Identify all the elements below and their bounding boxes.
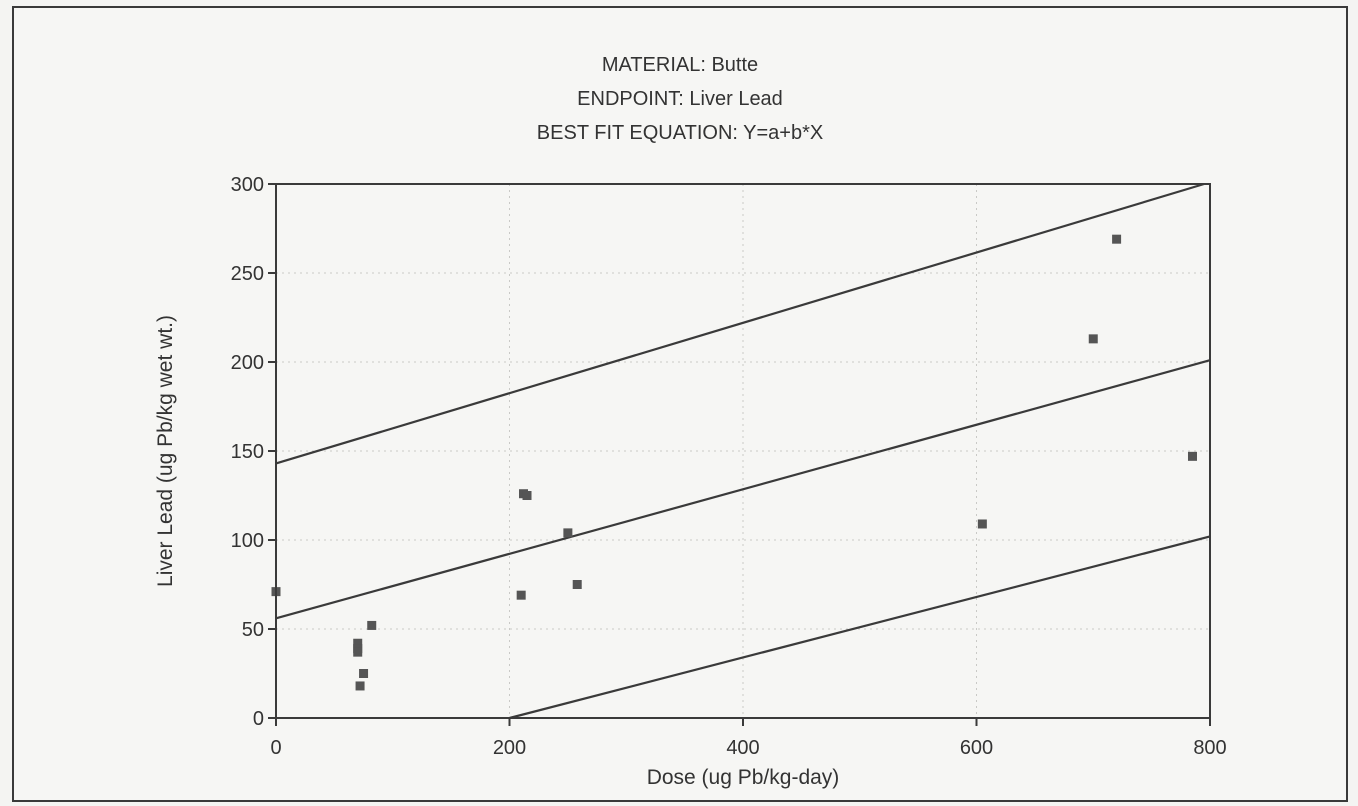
chart-title-endpoint: ENDPOINT: Liver Lead bbox=[577, 88, 783, 110]
data-point-1 bbox=[353, 638, 363, 648]
line-fit bbox=[275, 359, 1211, 620]
chart-title-material: MATERIAL: Butte bbox=[601, 54, 759, 76]
scatter-chart: 0 200 400 600 800 0 50 100 150 200 250 300 Dose (ug… bbox=[154, 174, 1227, 789]
y-tick-label-2: 100 bbox=[231, 530, 264, 552]
chart-frame: MATERIAL: Butte ENDPOINT: Liver Lead BES… bbox=[12, 6, 1348, 802]
grid bbox=[276, 184, 1210, 718]
axis-ticks: 0 200 400 600 800 0 50 100 150 200 250 300 bbox=[231, 174, 1227, 759]
data-point-9 bbox=[522, 491, 532, 500]
y-tick-label-5: 250 bbox=[231, 263, 264, 285]
data-point-11 bbox=[572, 580, 582, 589]
fit-lines bbox=[275, 182, 1211, 720]
data-point-15 bbox=[1187, 451, 1197, 461]
data-point-5 bbox=[359, 669, 369, 678]
data-point-6 bbox=[367, 620, 377, 630]
y-tick-label-0: 0 bbox=[253, 708, 264, 730]
data-point-14 bbox=[1112, 234, 1122, 244]
data-point-4 bbox=[355, 681, 365, 691]
line-upper bbox=[275, 182, 1205, 465]
y-tick-label-4: 200 bbox=[231, 352, 264, 374]
data-point-13 bbox=[1088, 334, 1098, 344]
y-tick-label-1: 50 bbox=[242, 619, 264, 641]
data-point-12 bbox=[977, 519, 987, 529]
data-points bbox=[271, 234, 1197, 691]
y-axis-title: Liver Lead (ug Pb/kg wet wt.) bbox=[154, 315, 177, 587]
x-tick-label-2: 400 bbox=[726, 737, 759, 759]
x-tick-label-3: 600 bbox=[960, 737, 993, 759]
y-tick-label-6: 300 bbox=[231, 174, 264, 196]
line-lower bbox=[509, 535, 1211, 720]
x-tick-label-4: 800 bbox=[1193, 737, 1226, 759]
data-point-3 bbox=[353, 647, 363, 657]
chart-title-equation: BEST FIT EQUATION: Y=a+b*X bbox=[536, 122, 824, 144]
data-point-10 bbox=[563, 528, 573, 538]
x-axis-title: Dose (ug Pb/kg-day) bbox=[647, 766, 840, 789]
x-tick-label-1: 200 bbox=[493, 737, 526, 759]
x-tick-label-0: 0 bbox=[270, 737, 281, 759]
y-tick-label-3: 150 bbox=[231, 441, 264, 463]
data-point-7 bbox=[516, 590, 526, 600]
